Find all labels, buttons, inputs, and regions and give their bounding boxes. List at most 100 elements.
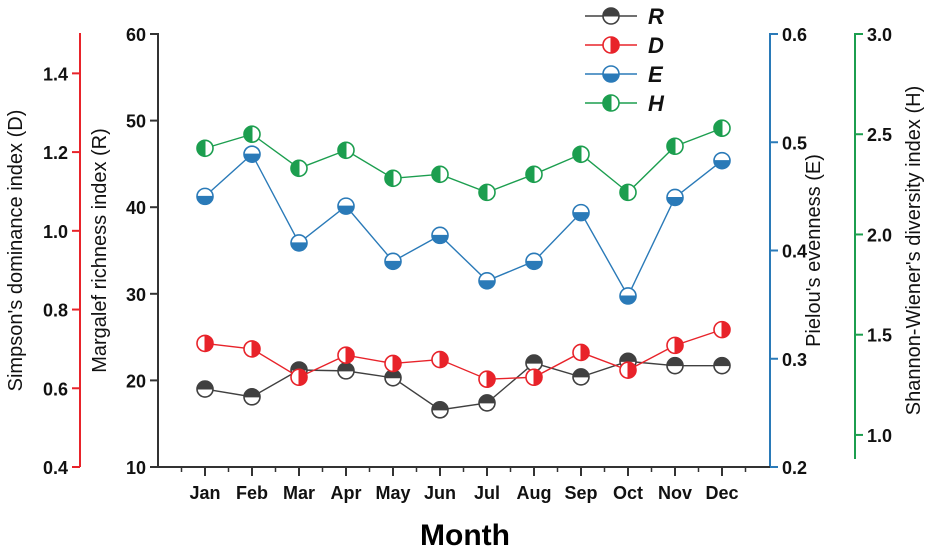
data-point-H-fill [478,183,488,201]
data-point-H-fill [572,145,582,163]
x-axis-title: Month [420,519,510,552]
tick-label-H: 2.0 [867,225,892,245]
legend-marker-fill [610,36,620,54]
tick-label-R: 50 [126,112,146,132]
legend-entry-H: H [585,91,665,116]
tick-label-D: 0.4 [43,458,68,478]
data-point-D-fill [486,370,496,388]
tick-label-E: 0.4 [782,242,807,262]
tick-label-D: 1.0 [43,222,68,242]
data-point-H-fill [196,139,206,157]
tick-label-E: 0.6 [782,25,807,45]
data-point-H-fill [431,165,441,183]
tick-label-H: 1.5 [867,326,892,346]
series-R [196,352,731,419]
series-line-D [204,328,723,380]
series-D [196,320,731,389]
data-point-E-fill [478,280,496,290]
axis-title-R: Margalef richness index (R) [89,128,111,373]
series-line-H [204,127,723,194]
x-tick-label: Feb [236,483,268,503]
data-point-E-fill [431,234,449,244]
data-point-D-fill [580,343,590,361]
data-point-D-fill [533,368,543,386]
data-point-R-fill [243,388,261,398]
axis-title-E: Pielou's evenness (E) [803,154,825,347]
data-point-E-fill [666,196,684,206]
data-point-R-fill [619,352,637,362]
tick-label-E: 0.2 [782,458,807,478]
tick-label-H: 2.5 [867,125,892,145]
data-point-D-fill [721,321,731,339]
data-point-D-fill [392,354,402,372]
data-point-E-fill [290,242,308,252]
data-point-D-fill [345,346,355,364]
tick-label-D: 1.4 [43,64,68,84]
data-point-R-fill [525,354,543,364]
legend-entry-D: D [585,33,664,58]
data-point-R-fill [431,401,449,411]
series-E [196,145,731,305]
x-tick-label: Jan [189,483,220,503]
axes-layer: 0.4 0.6 0.8 1.0 1.2 1.4 Simpson's dominance in… [5,25,925,503]
legend-marker-fill [602,7,620,17]
x-tick-label: Dec [705,483,738,503]
data-point-H-fill [384,169,394,187]
tick-label-H: 1.0 [867,426,892,446]
data-point-H-fill [290,159,300,177]
tick-label-R: 10 [126,458,146,478]
legend-label: E [648,62,664,87]
data-point-R-fill [666,357,684,367]
data-point-R-fill [290,361,308,371]
data-point-D-fill [439,351,449,369]
legend-label: R [648,4,664,29]
legend-marker-fill [602,73,620,83]
x-tick-label: Sep [564,483,597,503]
series-H [196,119,731,202]
x-tick-label: Nov [658,483,692,503]
data-point-E-fill [713,160,731,170]
axis-title-D: Simpson's dominance index (D) [5,110,27,392]
data-point-E-fill [619,295,637,305]
x-tick-label: May [375,483,410,503]
data-point-D-fill [627,361,637,379]
data-point-E-fill [243,153,261,163]
x-tick-label: Apr [331,483,362,503]
data-point-H-fill [713,119,723,137]
data-point-R-fill [478,394,496,404]
x-tick-label: Oct [613,483,643,503]
data-point-E-fill [196,195,214,205]
legend-marker-fill [602,94,612,112]
data-point-E-fill [384,260,402,270]
data-point-R-fill [713,357,731,367]
data-point-H-fill [619,183,629,201]
data-point-D-fill [674,336,684,354]
data-point-H-fill [243,125,253,143]
x-tick-label: Jul [474,483,500,503]
tick-label-E: 0.5 [782,133,807,153]
x-tick-label: Aug [517,483,552,503]
data-point-R-fill [572,368,590,378]
data-point-H-fill [337,141,347,159]
legend-label: H [648,91,665,116]
legend-entry-E: E [585,62,664,87]
axis-title-H: Shannon-Wiener's diversity index (H) [903,86,925,416]
tick-label-E: 0.3 [782,350,807,370]
tick-label-D: 1.2 [43,143,68,163]
x-tick-label: Mar [283,483,315,503]
series-line-E [204,153,723,298]
tick-label-R: 30 [126,285,146,305]
data-point-H-fill [666,137,676,155]
tick-label-D: 0.8 [43,301,68,321]
legend-label: D [648,33,664,58]
tick-label-H: 3.0 [867,25,892,45]
data-point-D-fill [251,340,261,358]
tick-label-D: 0.6 [43,379,68,399]
data-point-H-fill [525,165,535,183]
tick-label-R: 60 [126,25,146,45]
data-point-D-fill [298,368,308,386]
legend-entry-R: R [585,4,664,29]
x-tick-label: Jun [424,483,456,503]
